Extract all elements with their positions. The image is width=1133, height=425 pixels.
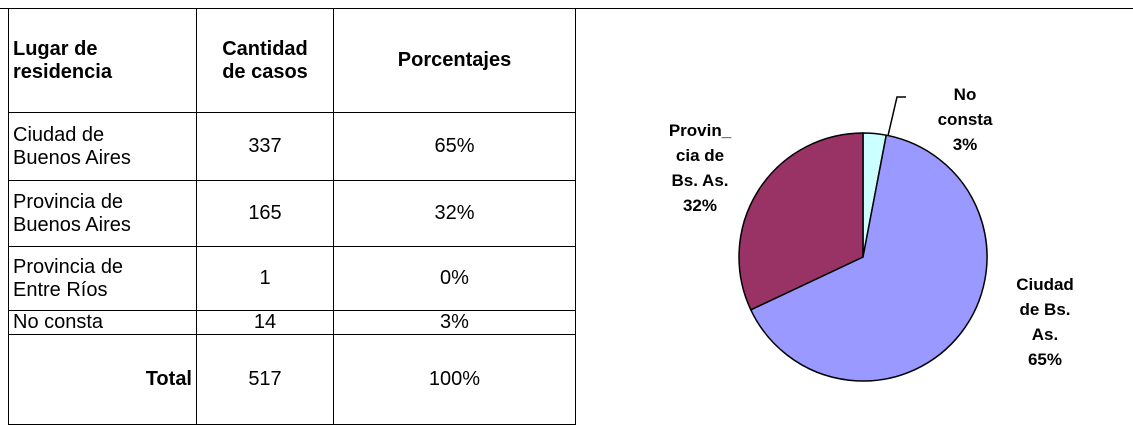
- table-cell: Total: [8, 334, 197, 425]
- label-value: 3%: [952, 135, 978, 154]
- leader-line: [886, 96, 906, 141]
- table-cell: Porcentajes: [333, 8, 576, 113]
- table-row: Ciudad de Buenos Aires 337 65%: [8, 112, 576, 181]
- pie-slice: [749, 134, 988, 382]
- table-cell: 0%: [333, 246, 576, 311]
- table-cell: Cantidad de casos: [196, 8, 334, 113]
- data-label: Provin_ cia de Bs. As. 32%: [669, 118, 731, 218]
- table-cell: 14: [196, 310, 334, 335]
- label-value: 65%: [1027, 350, 1063, 369]
- table-cell: 3%: [333, 310, 576, 335]
- table-cell: Provincia de Buenos Aires: [8, 180, 197, 247]
- table: Lugar de residencia Cantidad de casos Porc…: [8, 8, 576, 425]
- label-category: No consta: [937, 85, 993, 129]
- data-label: No consta 3%: [938, 82, 993, 157]
- table-cell: Lugar de residencia: [8, 8, 197, 113]
- table-cell: 65%: [333, 112, 576, 181]
- table-cell: Provincia de Entre Ríos: [8, 246, 197, 311]
- table-cell: 100%: [333, 334, 576, 425]
- table-cell: No consta: [8, 310, 197, 335]
- table-cell: 1: [196, 246, 334, 311]
- label-value: 32%: [682, 196, 718, 215]
- table-row: Lugar de residencia Cantidad de casos Porc…: [8, 8, 576, 113]
- pie-slice: [738, 132, 864, 311]
- label-category: Provin_ cia de Bs. As.: [668, 121, 732, 190]
- table-cell: 337: [196, 112, 334, 181]
- data-label: Ciudad de Bs. As. 65%: [1016, 272, 1074, 372]
- table-row: No consta 14 3%: [8, 310, 576, 335]
- table-row: Provincia de Entre Ríos 1 0%: [8, 246, 576, 311]
- label-category: Ciudad de Bs. As.: [1016, 275, 1074, 344]
- rule: [575, 8, 576, 424]
- table-cell: 32%: [333, 180, 576, 247]
